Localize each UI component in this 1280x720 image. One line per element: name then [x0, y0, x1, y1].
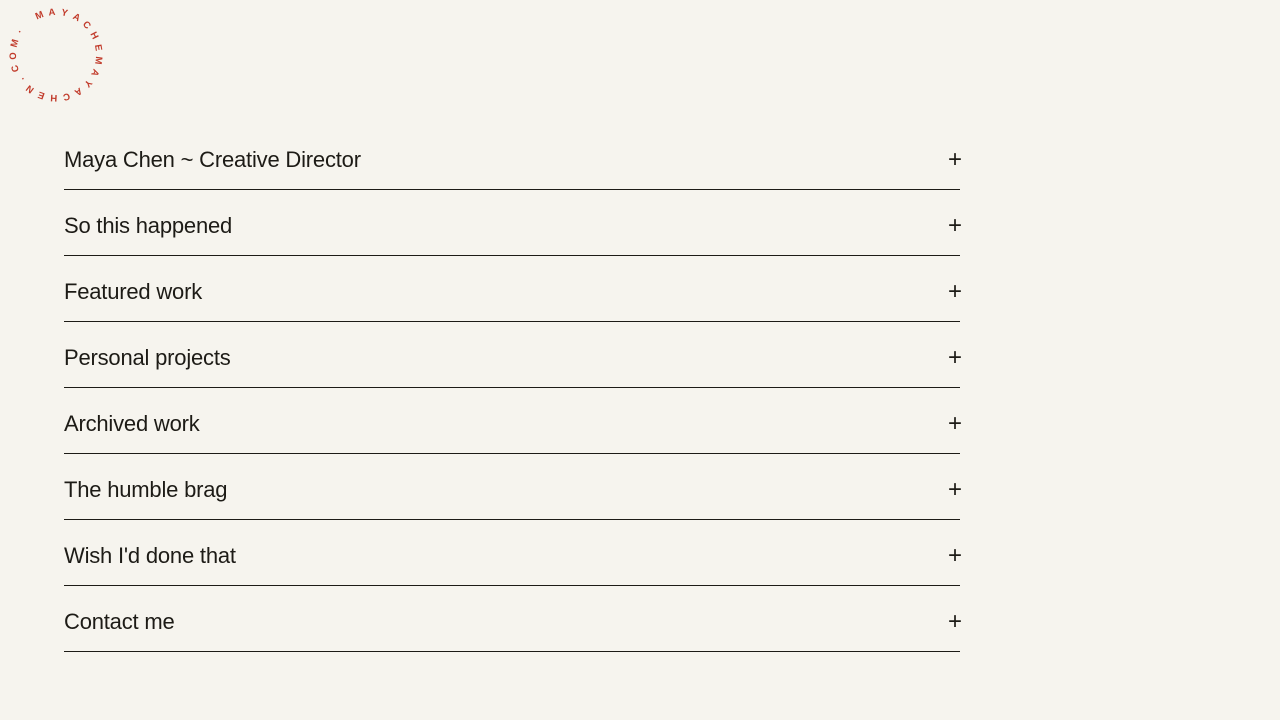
accordion-row-the-humble-brag[interactable]: The humble brag +: [64, 454, 962, 520]
plus-icon: +: [947, 211, 962, 239]
accordion-row-label: Featured work: [64, 278, 203, 304]
plus-icon: +: [947, 343, 962, 371]
svg-text:H: H: [50, 92, 58, 103]
accordion-row-so-this-happened[interactable]: So this happened +: [64, 190, 962, 256]
plus-icon: +: [947, 145, 962, 173]
svg-text:C: C: [62, 90, 71, 102]
svg-text:·: ·: [15, 28, 26, 37]
svg-text:E: E: [92, 44, 104, 52]
accordion-row-label: Archived work: [64, 410, 200, 436]
accordion-row-featured-work[interactable]: Featured work +: [64, 256, 962, 322]
svg-text:A: A: [71, 11, 82, 24]
accordion-row-label: So this happened: [64, 212, 233, 238]
plus-icon: +: [947, 277, 962, 305]
svg-text:A: A: [88, 67, 101, 78]
svg-text:M: M: [9, 38, 22, 49]
svg-text:Y: Y: [60, 7, 69, 19]
accordion-menu: Maya Chen ~ Creative Director + So this …: [64, 124, 962, 652]
svg-text:C: C: [9, 63, 22, 73]
accordion-row-label: Contact me: [64, 608, 175, 634]
plus-icon: +: [947, 607, 962, 635]
plus-icon: +: [947, 475, 962, 503]
accordion-row-label: Wish I'd done that: [64, 542, 236, 568]
accordion-row-label: Personal projects: [64, 344, 231, 370]
svg-text:.: .: [16, 75, 26, 84]
accordion-row-wish-id-done-that[interactable]: Wish I'd done that +: [64, 520, 962, 586]
svg-text:E: E: [37, 89, 47, 102]
accordion-row-personal-projects[interactable]: Personal projects +: [64, 322, 962, 388]
svg-text:H: H: [87, 30, 100, 41]
plus-icon: +: [947, 541, 962, 569]
accordion-row-archived-work[interactable]: Archived work +: [64, 388, 962, 454]
accordion-row-label: Maya Chen ~ Creative Director: [64, 146, 361, 172]
svg-text:C: C: [80, 19, 93, 32]
svg-text:A: A: [48, 7, 56, 19]
accordion-row-contact-me[interactable]: Contact me +: [64, 586, 962, 652]
svg-text:A: A: [72, 85, 84, 98]
svg-text:N: N: [24, 82, 36, 95]
svg-text:Y: Y: [81, 77, 94, 90]
accordion-row-label: The humble brag: [64, 476, 228, 502]
svg-text:M: M: [34, 9, 46, 22]
svg-text:O: O: [8, 52, 19, 60]
accordion-row-maya-chen[interactable]: Maya Chen ~ Creative Director +: [64, 124, 962, 190]
plus-icon: +: [947, 409, 962, 437]
svg-text:M: M: [92, 56, 104, 65]
